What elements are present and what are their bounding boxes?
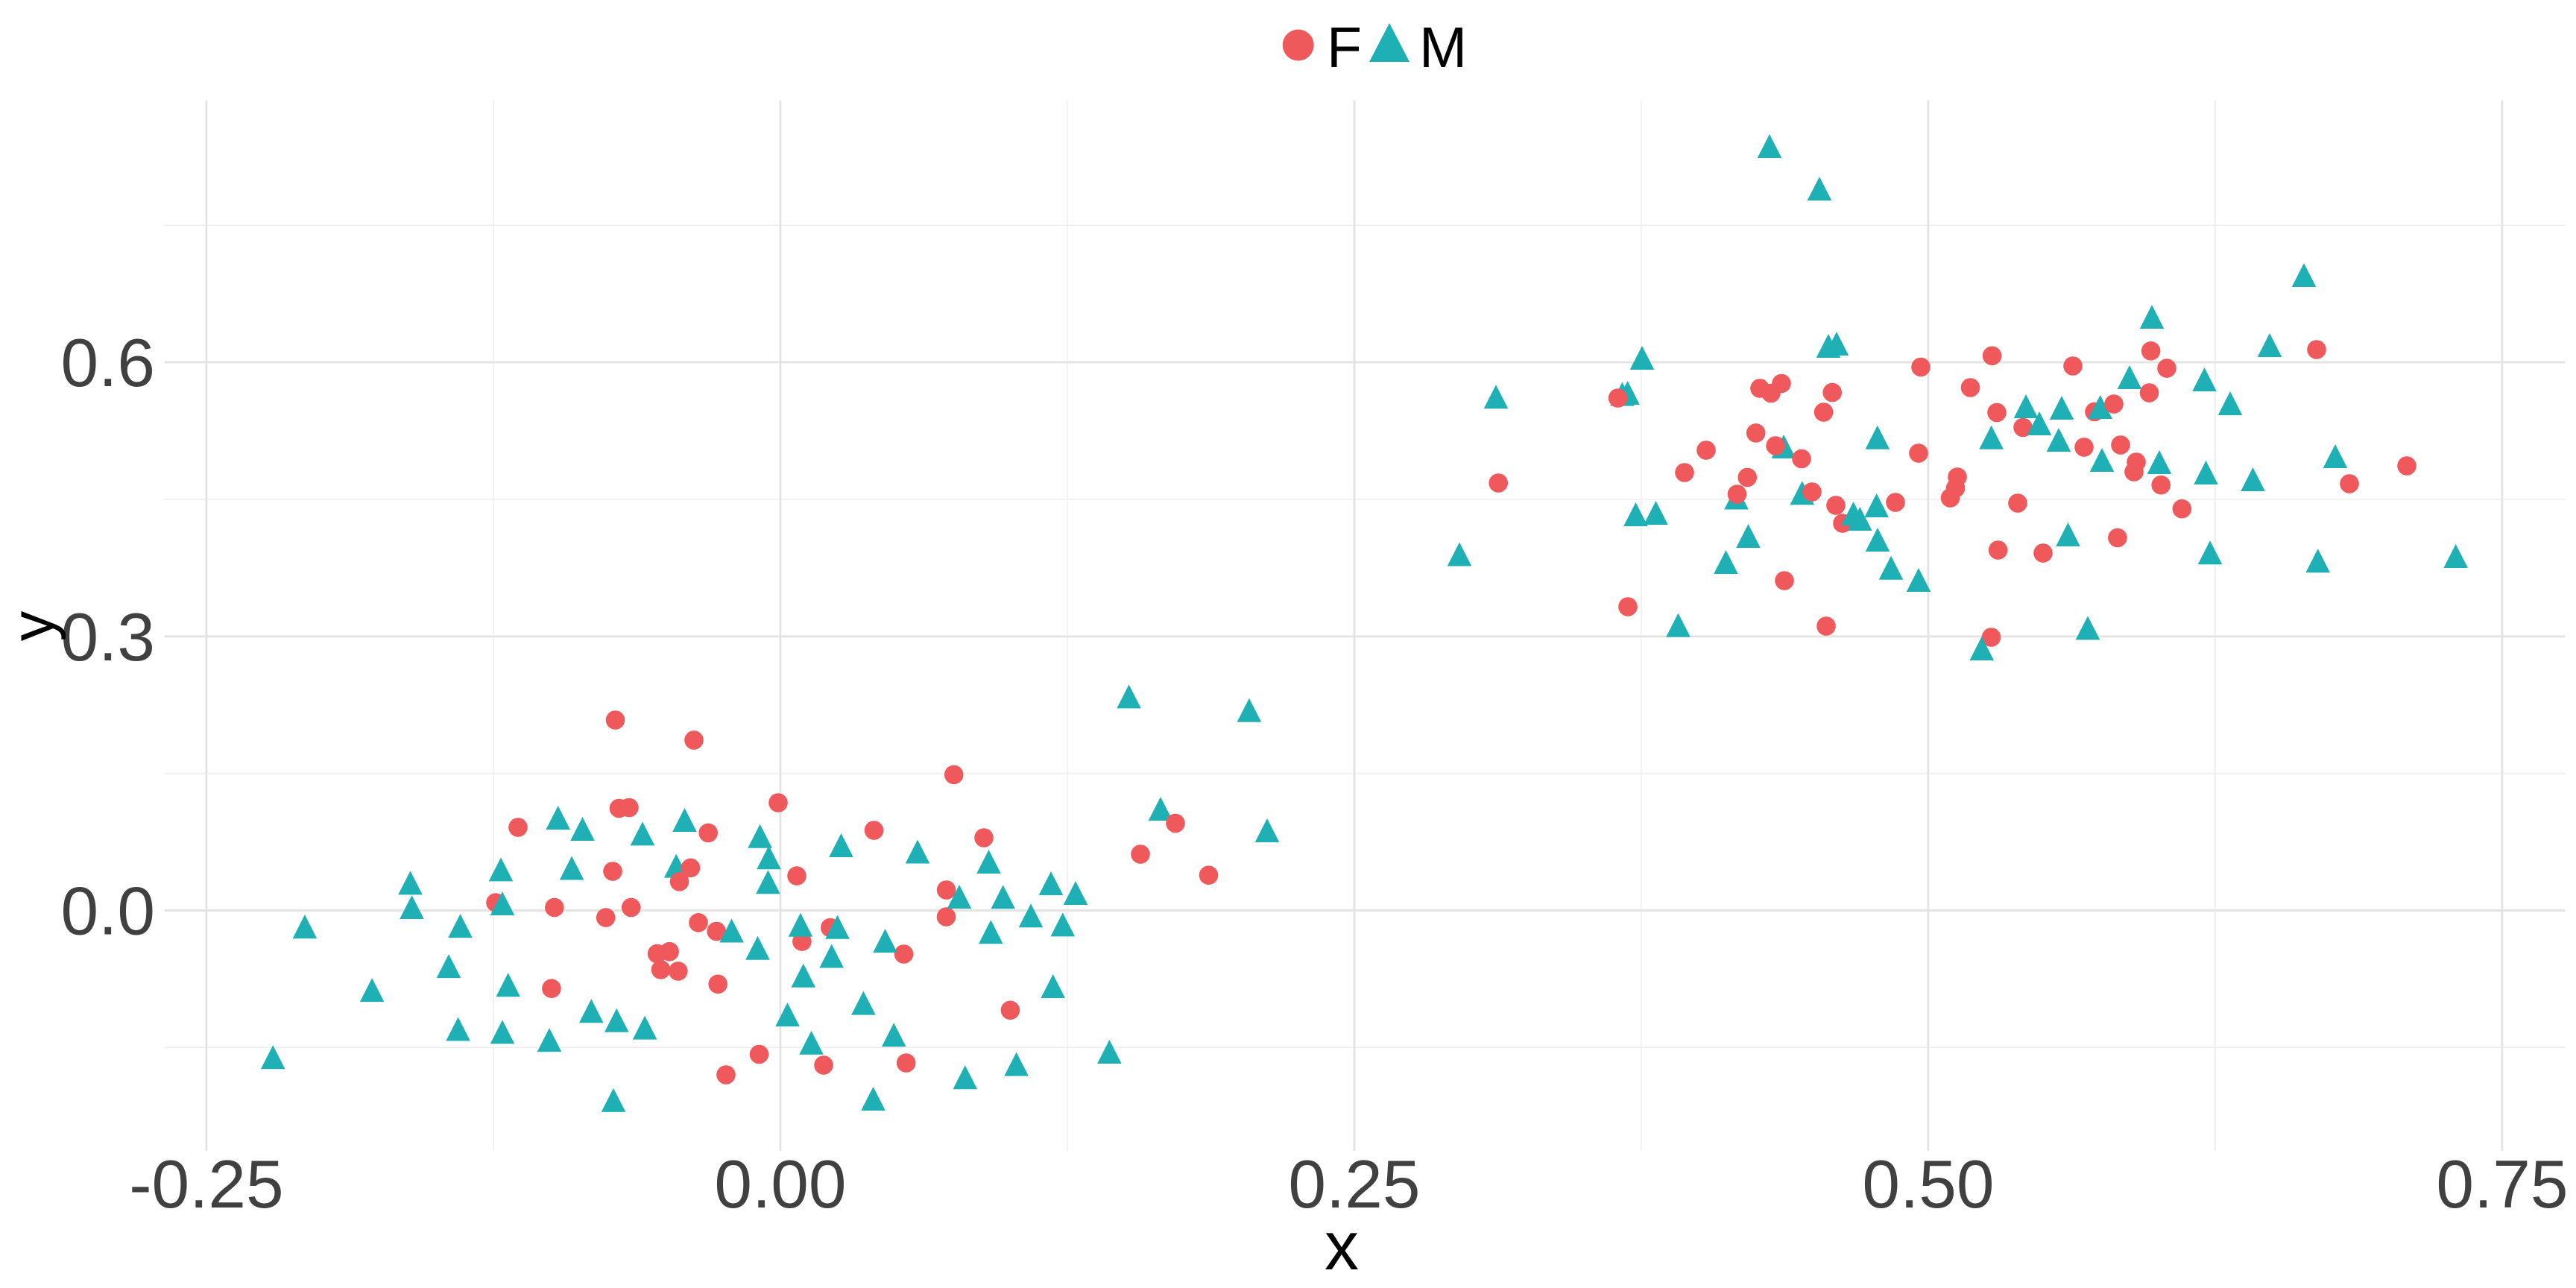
- svg-text:0.3: 0.3: [60, 600, 155, 675]
- svg-text:0.0: 0.0: [60, 874, 155, 950]
- svg-text:0.75: 0.75: [2436, 1147, 2568, 1222]
- svg-text:y: y: [0, 610, 66, 641]
- svg-text:x: x: [1325, 1208, 1359, 1284]
- svg-text:F: F: [1327, 16, 1362, 80]
- svg-text:-0.25: -0.25: [129, 1147, 283, 1222]
- svg-text:0.25: 0.25: [1288, 1147, 1420, 1222]
- svg-text:0.50: 0.50: [1862, 1147, 1994, 1222]
- svg-text:0.6: 0.6: [60, 326, 155, 401]
- svg-text:M: M: [1419, 16, 1467, 80]
- svg-text:0.00: 0.00: [714, 1147, 846, 1222]
